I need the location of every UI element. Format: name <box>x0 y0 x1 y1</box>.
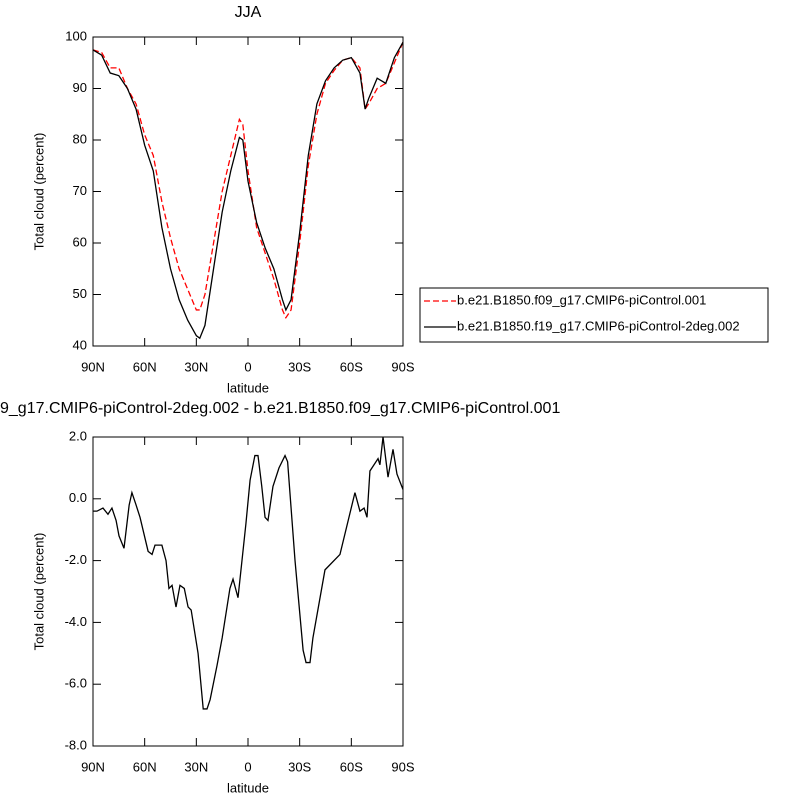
y-tick-label: 50 <box>73 286 87 301</box>
x-tick-label: 30S <box>288 759 311 774</box>
data-line <box>93 436 404 710</box>
x-tick-label: 0 <box>244 759 251 774</box>
y-tick-label: 100 <box>65 28 87 43</box>
y-tick-label: -8.0 <box>65 737 87 752</box>
y-tick-label: 60 <box>73 234 87 249</box>
y-tick-label: 70 <box>73 183 87 198</box>
plot-frame <box>92 36 404 347</box>
legend-box <box>419 287 769 343</box>
x-tick-label: 90N <box>81 359 105 374</box>
y-tick-label: 0.0 <box>69 490 87 505</box>
y-axis-label: Total cloud (percent) <box>31 133 46 251</box>
y-axis-label: Total cloud (percent) <box>31 533 46 651</box>
legend-label: b.e21.B1850.f19_g17.CMIP6-piControl-2deg… <box>457 318 740 333</box>
x-tick-label: 30S <box>288 359 311 374</box>
legend-label: b.e21.B1850.f09_g17.CMIP6-piControl.001 <box>457 292 706 307</box>
x-tick-label: 0 <box>244 359 251 374</box>
x-tick-label: 30N <box>184 759 208 774</box>
x-tick-label: 60N <box>133 759 157 774</box>
data-line <box>92 41 404 320</box>
x-tick-label: 60S <box>340 359 363 374</box>
x-tick-label: 60N <box>133 359 157 374</box>
x-tick-label: 60S <box>340 759 363 774</box>
x-tick-label: 30N <box>184 359 208 374</box>
chart-title: 9_g17.CMIP6-piControl-2deg.002 - b.e21.B… <box>0 400 560 417</box>
y-tick-label: 2.0 <box>69 428 87 443</box>
y-tick-label: -6.0 <box>65 676 87 691</box>
x-tick-label: 90S <box>391 359 414 374</box>
data-line <box>92 41 404 340</box>
y-tick-label: 80 <box>73 131 87 146</box>
y-tick-label: 90 <box>73 80 87 95</box>
y-tick-label: -4.0 <box>65 614 87 629</box>
x-axis-label: latitude <box>227 780 269 795</box>
y-tick-label: 40 <box>73 337 87 352</box>
x-tick-label: 90S <box>391 759 414 774</box>
x-tick-label: 90N <box>81 759 105 774</box>
chart-title: JJA <box>235 4 262 21</box>
plot-frame <box>92 436 404 747</box>
x-axis-label: latitude <box>227 380 269 395</box>
y-tick-label: -2.0 <box>65 552 87 567</box>
